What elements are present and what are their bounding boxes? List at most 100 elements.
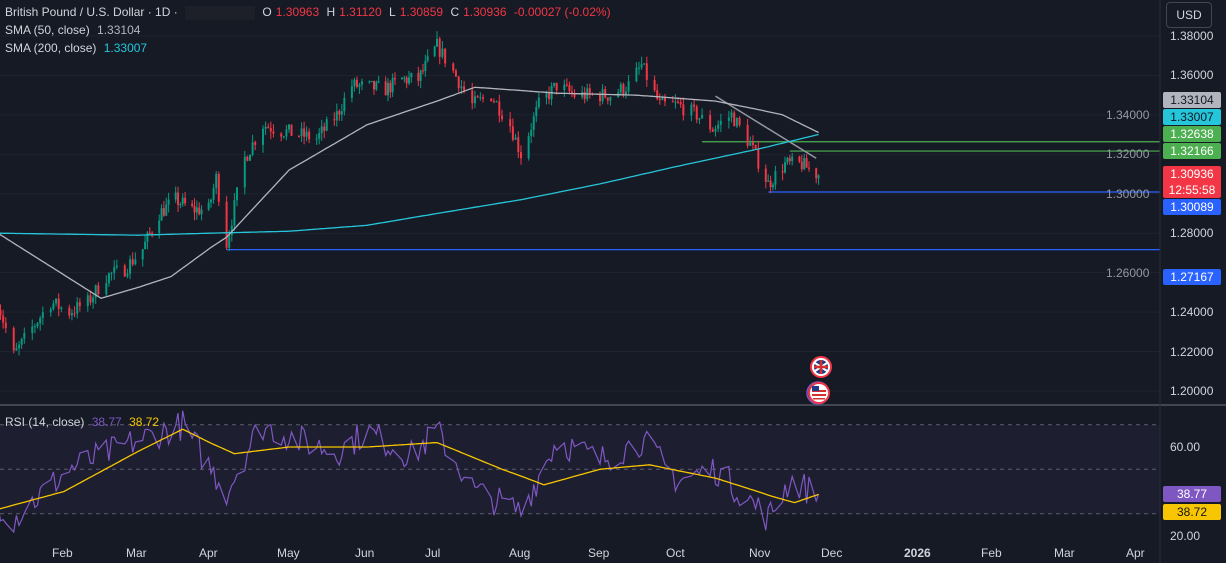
sma50-legend[interactable]: SMA (50, close) 1.33104 xyxy=(5,23,144,37)
rsi-line[interactable] xyxy=(0,410,820,534)
change-value: -0.00027 (-0.02%) xyxy=(513,5,611,19)
candle-body xyxy=(181,197,184,205)
candle-body xyxy=(460,86,463,89)
candle-body xyxy=(243,156,246,188)
candle-body xyxy=(323,126,326,131)
candle-body xyxy=(107,273,110,284)
trend-line[interactable] xyxy=(715,95,817,159)
candle-body xyxy=(527,136,530,159)
rsi-pane[interactable] xyxy=(0,410,1160,534)
price-label[interactable]: 1.27167 xyxy=(1163,269,1221,285)
candle-body xyxy=(151,232,154,234)
candle-body xyxy=(113,267,116,273)
candle-body xyxy=(627,81,630,92)
time-tick: Mar xyxy=(126,546,147,560)
price-label[interactable]: 1.33007 xyxy=(1163,109,1221,125)
horizontal-levels[interactable] xyxy=(226,95,1160,251)
candle-body xyxy=(225,201,228,248)
uk-flag-icon[interactable] xyxy=(810,356,832,378)
candle-body xyxy=(640,64,643,68)
candle-body xyxy=(800,161,803,170)
rsi-ma-line[interactable] xyxy=(0,428,819,510)
candle-body xyxy=(805,157,808,168)
candle-body xyxy=(537,97,540,108)
price-tick: 1.22000 xyxy=(1170,344,1214,359)
open-label: O xyxy=(262,5,272,19)
candle-body xyxy=(622,84,625,95)
symbol-title[interactable]: British Pound / U.S. Dollar · 1D · xyxy=(5,5,178,19)
sma50-line[interactable] xyxy=(0,86,819,300)
time-tick: Feb xyxy=(52,546,73,560)
candle-body xyxy=(711,129,714,132)
candle-body xyxy=(305,131,308,137)
candle-body xyxy=(368,81,371,83)
price-label[interactable]: 1.32166 xyxy=(1163,143,1221,159)
price-label[interactable]: 1.30936 12:55:58 xyxy=(1163,166,1221,198)
price-label-text: 1.32166 xyxy=(1170,144,1214,158)
candle-body xyxy=(791,156,794,162)
candle-body xyxy=(282,136,285,138)
candle-body xyxy=(2,315,5,323)
candle-body xyxy=(148,232,151,234)
candle-body xyxy=(530,130,533,137)
candle-body xyxy=(23,333,26,339)
candle-body xyxy=(679,102,682,105)
price-tick: 1.20000 xyxy=(1170,383,1214,398)
candle-body xyxy=(786,158,789,163)
moving-averages xyxy=(0,86,819,300)
sma200-line[interactable] xyxy=(0,133,819,236)
candle-body xyxy=(588,88,591,94)
candle-body xyxy=(20,338,23,345)
candle-body xyxy=(210,199,212,203)
price-label[interactable]: 1.30089 xyxy=(1163,199,1221,215)
candle-body xyxy=(568,85,571,92)
candle-body xyxy=(177,192,180,206)
candle-body xyxy=(318,132,321,139)
candle-body xyxy=(436,38,438,47)
candle-body xyxy=(97,285,100,295)
candle-body xyxy=(360,81,363,85)
candle-body xyxy=(495,101,498,103)
price-tick: 1.24000 xyxy=(1170,305,1214,320)
candle-body xyxy=(373,80,375,90)
candle-body xyxy=(4,322,7,329)
rsi-value-label[interactable]: 38.77 xyxy=(1163,486,1221,502)
rsi-legend[interactable]: RSI (14, close) 38.77 38.72 xyxy=(5,415,163,429)
candle-body xyxy=(570,91,573,94)
candle-body xyxy=(129,259,132,274)
candle-body xyxy=(754,144,757,149)
sma50-value: 1.33104 xyxy=(97,23,141,37)
candle-body xyxy=(664,97,666,102)
candle-body xyxy=(520,152,522,159)
candle-body xyxy=(303,128,306,137)
sma200-label: SMA (200, close) xyxy=(5,41,97,55)
candle-body xyxy=(193,205,196,213)
candle-body xyxy=(333,119,336,121)
price-tick: 1.34000 xyxy=(1106,107,1150,122)
rsi-label: RSI (14, close) xyxy=(5,415,85,429)
candle-body xyxy=(545,93,548,98)
rsi-tick: 20.00 xyxy=(1170,529,1201,543)
currency-button[interactable]: USD xyxy=(1166,2,1212,28)
sma200-legend[interactable]: SMA (200, close) 1.33007 xyxy=(5,41,151,55)
price-tick: 1.36000 xyxy=(1170,68,1214,83)
us-flag-icon[interactable] xyxy=(806,381,830,405)
candle-body xyxy=(315,138,318,140)
candle-body xyxy=(86,295,89,307)
rsi-value-label[interactable]: 38.72 xyxy=(1163,504,1221,520)
price-tick: 1.38000 xyxy=(1170,29,1214,43)
candle-body xyxy=(457,76,460,89)
candle-body xyxy=(408,77,410,84)
candle-body xyxy=(583,91,586,100)
candle-body xyxy=(254,142,257,145)
price-label[interactable]: 1.33104 xyxy=(1163,92,1221,108)
candle-body xyxy=(784,162,786,173)
candle-body xyxy=(269,128,272,132)
price-label[interactable]: 1.32638 xyxy=(1163,126,1221,142)
candle-body xyxy=(387,82,389,96)
candle-body xyxy=(490,98,493,102)
candle-body xyxy=(563,84,566,91)
price-label-text: 1.30936 xyxy=(1170,167,1214,181)
price-label-text: 1.32638 xyxy=(1170,127,1214,141)
